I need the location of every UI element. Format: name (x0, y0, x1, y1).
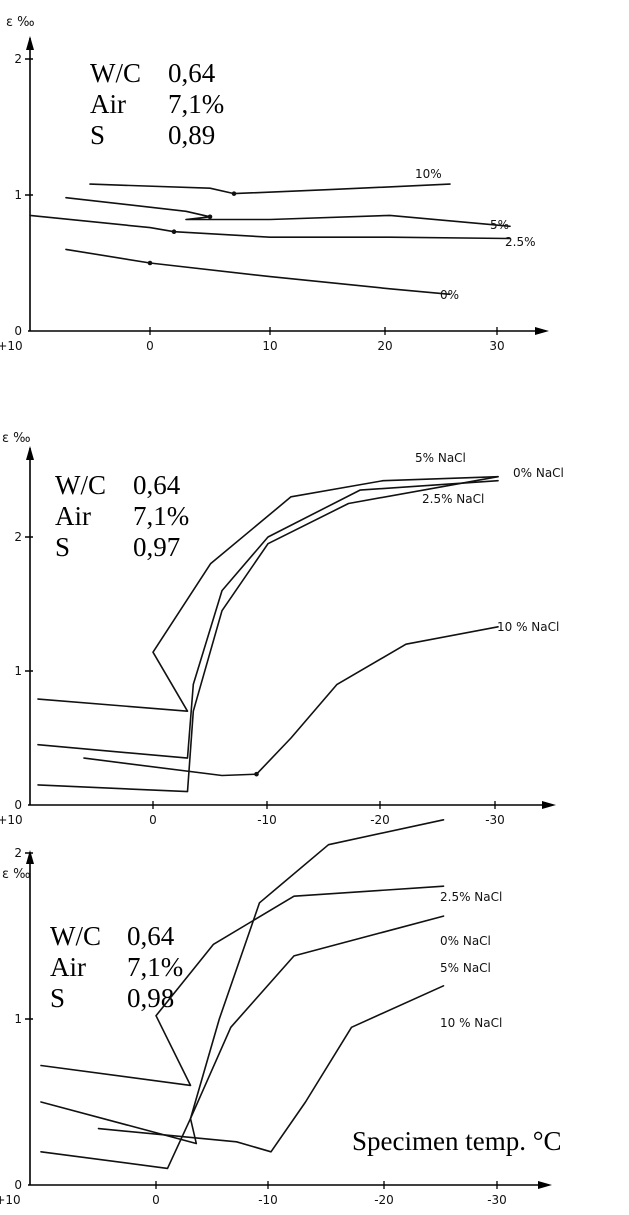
param-name-w-c: W/C (90, 58, 141, 88)
series-label-0-nacl: 0% NaCl (440, 934, 491, 948)
x-axis-label: Specimen temp. °C (352, 1126, 562, 1156)
series-label-5: 5% (490, 218, 509, 232)
series-label-0: 0% (440, 288, 459, 302)
param-value-s: 0,98 (127, 983, 174, 1013)
x-tick-label: 10 (262, 339, 277, 353)
series-line-10-nacl (97, 985, 445, 1153)
param-name-s: S (50, 983, 65, 1013)
y-tick-label: 2 (14, 52, 22, 66)
x-axis-arrow-icon (535, 327, 549, 335)
y-tick-label: 2 (14, 530, 22, 544)
y-axis-label: ε ‰ (2, 867, 31, 882)
series-label-10-nacl: 10 % NaCl (497, 620, 559, 634)
series-line-2-5-nacl (37, 479, 499, 759)
series-line-5 (65, 196, 511, 228)
series-label-2-5: 2.5% (505, 235, 536, 249)
x-tick-label: -10 (258, 1193, 278, 1207)
series-line-10-nacl (83, 626, 499, 777)
param-name-air: Air (50, 952, 86, 982)
series-line-0-nacl (37, 475, 499, 793)
y-tick-label: 1 (14, 188, 22, 202)
y-tick-label: 2 (14, 846, 22, 860)
y-axis-label: ε ‰ (2, 431, 31, 446)
series-label-10: 10% (415, 167, 442, 181)
param-name-s: S (90, 120, 105, 150)
param-value-w-c: 0,64 (168, 58, 216, 88)
y-tick-label: 0 (14, 324, 22, 338)
param-value-s: 0,89 (168, 120, 215, 150)
series-line-0 (65, 248, 451, 296)
x-tick-label: -20 (370, 813, 390, 827)
x-tick-label: 0 (149, 813, 157, 827)
y-tick-label: 0 (14, 798, 22, 812)
param-value-air: 7,1% (133, 501, 189, 531)
y-axis-arrow-icon (26, 446, 34, 460)
series-line-5-nacl (40, 915, 445, 1170)
data-point (147, 260, 153, 266)
x-tick-label: -30 (487, 1193, 507, 1207)
y-tick-label: 1 (14, 1012, 22, 1026)
x-tick-label: 0 (152, 1193, 160, 1207)
y-axis-arrow-icon (26, 36, 34, 50)
x-tick-label: +10 (0, 339, 23, 353)
x-tick-label: 0 (146, 339, 154, 353)
series-line-2-5 (29, 214, 511, 240)
series-line-5-nacl (37, 475, 499, 712)
series-label-10-nacl: 10 % NaCl (440, 1016, 502, 1030)
data-point (171, 229, 177, 235)
series-label-5-nacl: 5% NaCl (415, 451, 466, 465)
y-tick-label: 1 (14, 664, 22, 678)
y-tick-label: 0 (14, 1178, 22, 1192)
y-axis-label: ε ‰ (6, 15, 35, 30)
x-tick-label: -20 (374, 1193, 394, 1207)
param-name-w-c: W/C (55, 470, 106, 500)
y-axis-arrow-icon (26, 850, 34, 864)
param-value-w-c: 0,64 (127, 921, 175, 951)
x-tick-label: 20 (377, 339, 392, 353)
data-point (254, 771, 259, 777)
param-value-air: 7,1% (127, 952, 183, 982)
param-value-s: 0,97 (133, 532, 180, 562)
param-name-air: Air (90, 89, 126, 119)
param-value-air: 7,1% (168, 89, 224, 119)
x-axis-arrow-icon (542, 801, 556, 809)
x-axis-arrow-icon (538, 1181, 552, 1189)
series-label-5-nacl: 5% NaCl (440, 961, 491, 975)
data-point (207, 214, 213, 220)
param-value-w-c: 0,64 (133, 470, 181, 500)
x-tick-label: 30 (489, 339, 504, 353)
series-line-10 (89, 183, 451, 195)
x-tick-label: -10 (257, 813, 277, 827)
x-tick-label: +10 (0, 1193, 21, 1207)
x-tick-label: -30 (485, 813, 505, 827)
data-point (231, 191, 237, 196)
param-name-s: S (55, 532, 70, 562)
series-line-0-nacl (40, 885, 445, 1087)
param-name-w-c: W/C (50, 921, 101, 951)
series-line-2-5-nacl (40, 819, 445, 1145)
series-label-0-nacl: 0% NaCl (513, 466, 564, 480)
series-label-2-5-nacl: 2.5% NaCl (440, 890, 502, 904)
series-label-2-5-nacl: 2.5% NaCl (422, 492, 484, 506)
param-name-air: Air (55, 501, 91, 531)
x-tick-label: +10 (0, 813, 23, 827)
